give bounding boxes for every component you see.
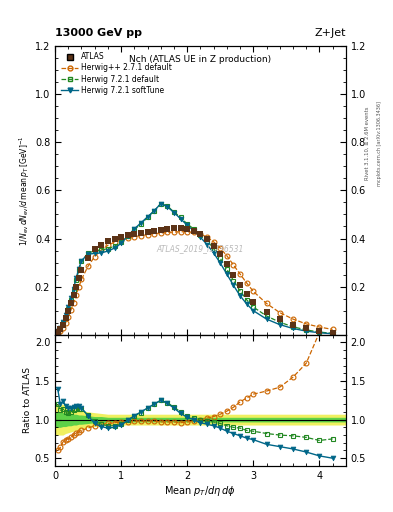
Text: Z+Jet: Z+Jet	[314, 28, 346, 38]
Text: Nch (ATLAS UE in Z production): Nch (ATLAS UE in Z production)	[129, 55, 272, 63]
X-axis label: Mean $p_T/d\eta\,d\phi$: Mean $p_T/d\eta\,d\phi$	[165, 483, 236, 498]
Text: Rivet 3.1.10, ≥ 2.6M events: Rivet 3.1.10, ≥ 2.6M events	[365, 106, 370, 180]
Legend: ATLAS, Herwig++ 2.7.1 default, Herwig 7.2.1 default, Herwig 7.2.1 softTune: ATLAS, Herwig++ 2.7.1 default, Herwig 7.…	[59, 50, 174, 97]
Text: 13000 GeV pp: 13000 GeV pp	[55, 28, 142, 38]
Y-axis label: Ratio to ATLAS: Ratio to ATLAS	[23, 367, 32, 433]
Text: mcplots.cern.ch [arXiv:1306.3436]: mcplots.cern.ch [arXiv:1306.3436]	[377, 101, 382, 186]
Text: ATLAS_2019_I1736531: ATLAS_2019_I1736531	[157, 244, 244, 252]
Y-axis label: $1/N_\mathrm{ev}\,dN_\mathrm{ev}/d\,\mathrm{mean}\,p_T\,[\mathrm{GeV}]^{-1}$: $1/N_\mathrm{ev}\,dN_\mathrm{ev}/d\,\mat…	[18, 135, 32, 246]
